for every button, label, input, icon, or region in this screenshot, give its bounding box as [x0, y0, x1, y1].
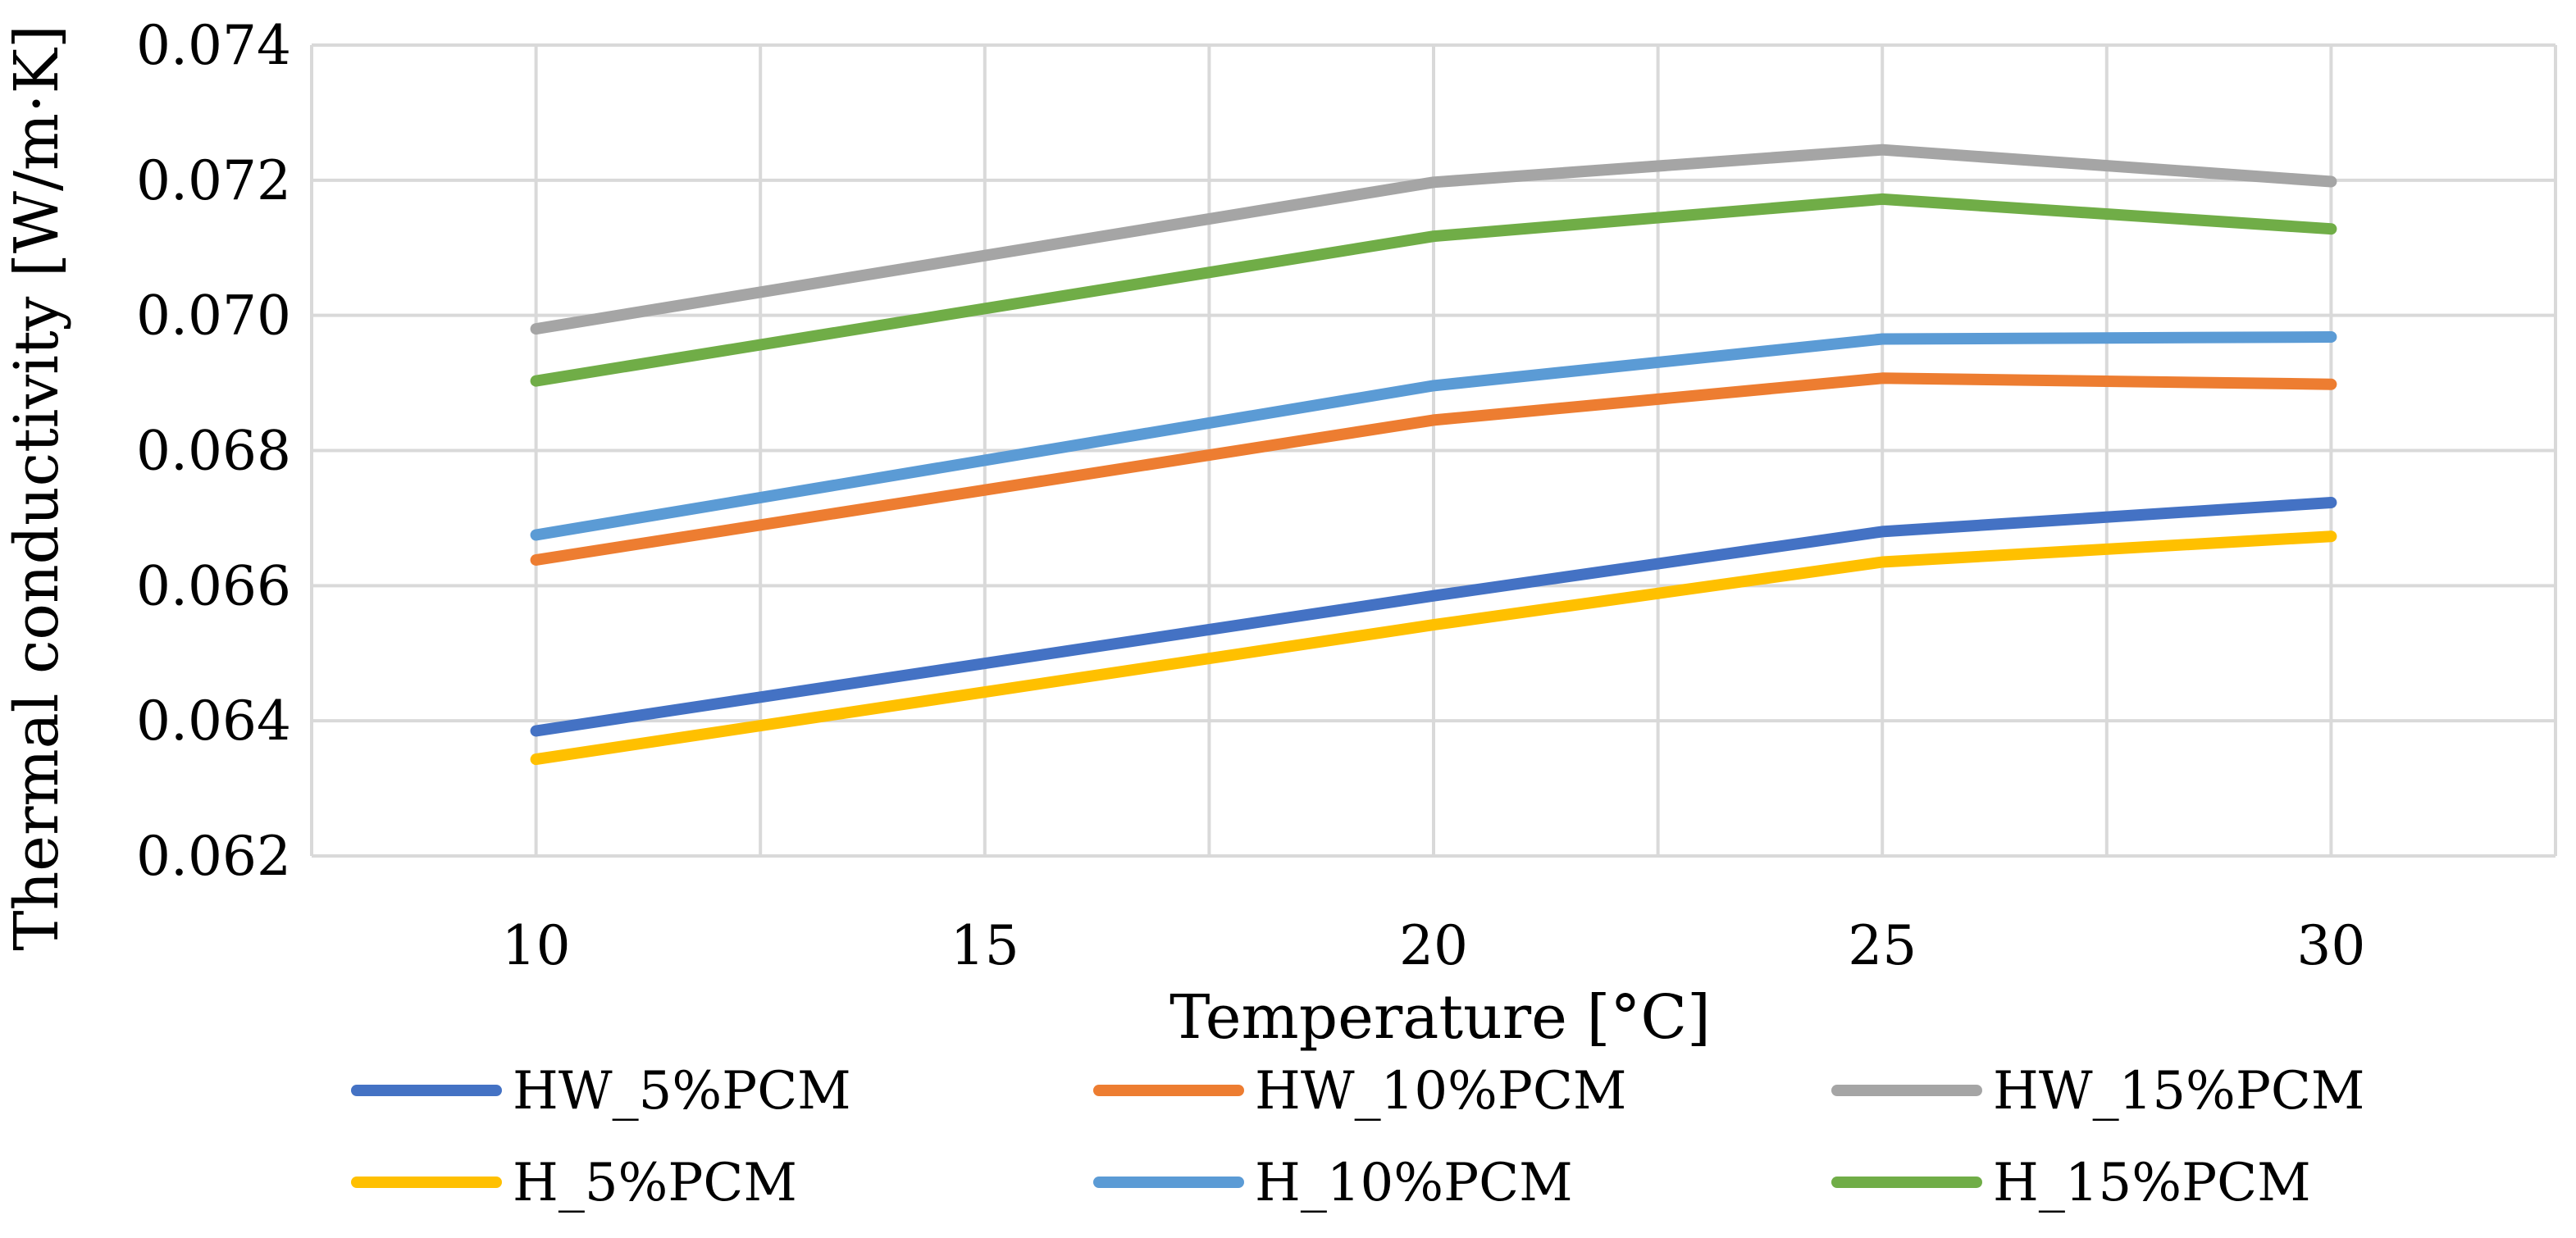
series-line-hw-5-pcm [530, 497, 2337, 737]
grid [310, 43, 2557, 858]
series-line-h-15-pcm [530, 193, 2337, 387]
y-tick-label: 0.064 [136, 690, 291, 753]
series-line-h-10-pcm [530, 331, 2337, 541]
y-tick-label: 0.074 [136, 14, 291, 77]
y-tick-label: 0.072 [136, 149, 291, 212]
series-line-hw-10-pcm [530, 372, 2337, 566]
legend-label-h-10-pcm: H_10%PCM [1255, 1153, 1573, 1213]
legend-label-h-15-pcm: H_15%PCM [1993, 1153, 2311, 1213]
series-lines [530, 143, 2337, 766]
x-tick-label: 20 [1399, 914, 1468, 977]
x-tick-label: 15 [951, 914, 1019, 977]
x-tick-label: 30 [2296, 914, 2365, 977]
legend-label-hw-15-pcm: HW_15%PCM [1993, 1061, 2364, 1122]
series-line-hw-15-pcm [530, 143, 2337, 335]
legend: HW_5%PCM HW_10%PCM HW_15%PCM H_5%PCM H_10%PC… [351, 1061, 2364, 1213]
x-axis-ticks: 10 15 20 25 30 [502, 914, 2366, 977]
y-axis-ticks: 0.062 0.064 0.066 0.068 0.070 0.072 0.074 [136, 14, 291, 888]
legend-label-h-5-pcm: H_5%PCM [513, 1153, 797, 1213]
y-tick-label: 0.070 [136, 284, 291, 348]
x-tick-label: 10 [502, 914, 571, 977]
y-tick-label: 0.062 [136, 825, 291, 888]
y-tick-label: 0.066 [136, 554, 291, 617]
legend-label-hw-5-pcm: HW_5%PCM [513, 1061, 851, 1122]
x-axis-title: Temperature [°C] [1169, 982, 1711, 1053]
y-axis-title: Thermal conductivity [W/m·K] [2, 25, 72, 950]
series-line-h-5-pcm [530, 530, 2337, 766]
legend-label-hw-10-pcm: HW_10%PCM [1255, 1061, 1626, 1122]
y-tick-label: 0.068 [136, 420, 291, 483]
x-tick-label: 25 [1848, 914, 1917, 977]
